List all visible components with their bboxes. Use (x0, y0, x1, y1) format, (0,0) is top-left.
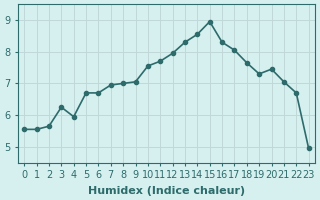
X-axis label: Humidex (Indice chaleur): Humidex (Indice chaleur) (88, 186, 245, 196)
